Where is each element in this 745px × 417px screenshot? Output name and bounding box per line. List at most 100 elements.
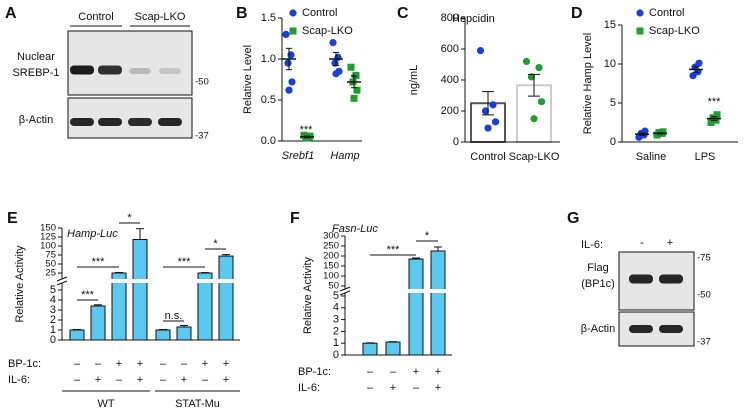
blot-band (70, 65, 94, 75)
condition-sign: + (137, 374, 143, 386)
condition-label: IL-6: (8, 374, 30, 386)
panel-letter: B (236, 5, 248, 22)
mw-marker: -37 (697, 337, 711, 348)
significance: * (127, 212, 132, 224)
blot-row-label: SREBP-1 (12, 67, 59, 79)
condition-label: IL-6: (298, 382, 320, 394)
panel-letter: D (571, 5, 583, 22)
bar (69, 329, 85, 341)
y-tick-label: 5 (333, 290, 339, 302)
mw-marker: -50 (697, 290, 711, 301)
x-tick-label: LPS (695, 151, 716, 163)
blot-row-label: (BP1c) (581, 278, 615, 290)
bar (197, 272, 213, 341)
blot-band (129, 68, 151, 74)
condition-sign: + (223, 358, 229, 370)
significance: *** (708, 96, 722, 108)
bar (132, 239, 148, 341)
y-tick-label: 1.5 (261, 12, 276, 24)
bar (430, 250, 446, 356)
condition-sign: + (137, 358, 143, 370)
data-point (689, 72, 697, 80)
y-tick-label: 75 (45, 250, 56, 261)
data-point (659, 128, 667, 136)
break-mark (56, 280, 68, 286)
y-tick-label: 0.5 (261, 94, 276, 106)
y-axis-label: Relative Activity (14, 245, 26, 323)
panel-letter: A (5, 5, 17, 22)
condition-sign: + (95, 374, 101, 386)
mw-marker: -50 (195, 77, 209, 88)
condition-sign: – (181, 358, 188, 370)
data-point (636, 9, 644, 17)
condition-sign: – (95, 358, 102, 370)
bar (218, 255, 234, 341)
y-tick-label: 150 (323, 261, 339, 272)
data-point (347, 63, 355, 71)
blot-band (98, 118, 122, 126)
y-tick-label: 1.0 (261, 53, 276, 65)
data-point (713, 111, 721, 119)
y-tick-label: 800 (441, 12, 459, 24)
y-tick-label: 10 (604, 58, 616, 70)
group-label: WT (97, 398, 114, 410)
blot-row-label: β-Actin (19, 114, 53, 126)
blot-row-label: Flag (587, 262, 608, 274)
lane-header: - (640, 237, 644, 249)
data-point (537, 98, 546, 106)
condition-sign: + (223, 374, 229, 386)
condition-label: BP-1c: (8, 358, 41, 370)
data-point (709, 114, 717, 122)
y-axis-label: Relative Activity (302, 256, 314, 334)
blot-band (659, 274, 683, 284)
bar (408, 258, 424, 356)
legend-label: Scap-LKO (302, 25, 353, 37)
y-tick-label: 0.0 (261, 135, 276, 147)
condition-sign: – (390, 366, 397, 378)
condition-sign: + (413, 366, 419, 378)
legend-label: Scap-LKO (649, 25, 700, 37)
y-tick-label: 15 (604, 19, 616, 31)
blot-band (158, 118, 182, 126)
mw-marker: -37 (195, 131, 209, 142)
data-point (522, 57, 531, 65)
chart-title: Hepcidin (452, 13, 495, 25)
data-point (329, 39, 337, 47)
axis-break (56, 279, 240, 283)
panel-letter: G (567, 210, 579, 227)
condition-sign: + (435, 382, 441, 394)
lane-header: Scap-LKO (135, 11, 186, 23)
bar (176, 326, 192, 341)
data-point (353, 86, 361, 94)
data-point (636, 27, 644, 35)
data-point (285, 86, 293, 94)
y-tick-label: 300 (323, 231, 339, 242)
y-tick-label: 150 (40, 223, 56, 234)
break-mark (56, 276, 68, 282)
blot-band (629, 325, 653, 333)
y-axis-label: Relative Level (242, 45, 254, 114)
y-tick-label: 0 (453, 136, 459, 148)
y-tick-label: 1 (50, 324, 56, 336)
y-tick-label: 50 (328, 281, 339, 292)
data-point (530, 115, 538, 123)
significance: * (351, 72, 356, 84)
mw-marker: -75 (697, 253, 711, 264)
lane-header: Control (78, 11, 113, 23)
break-mark (339, 290, 351, 296)
condition-sign: + (116, 358, 122, 370)
x-tick-label: Hamp (330, 150, 359, 162)
y-tick-label: 100 (40, 241, 56, 252)
y-tick-label: 4 (50, 294, 56, 306)
data-point (491, 118, 500, 126)
condition-sign: + (202, 358, 208, 370)
blot-row-label: β-Actin (581, 323, 615, 335)
data-point (695, 59, 703, 67)
significance: * (425, 230, 430, 242)
data-point (481, 107, 490, 115)
y-tick-label: 1 (333, 337, 339, 349)
condition-sign: + (181, 374, 187, 386)
data-point (282, 30, 290, 38)
bar (90, 305, 106, 341)
y-tick-label: 3 (50, 304, 56, 316)
